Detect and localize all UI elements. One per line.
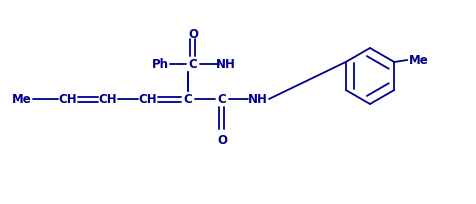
Text: O: O [217,134,227,147]
Text: CH: CH [139,93,157,106]
Text: Ph: Ph [151,58,168,71]
Text: CH: CH [59,93,77,106]
Text: O: O [188,27,198,40]
Text: Me: Me [12,93,32,106]
Text: NH: NH [248,93,268,106]
Text: C: C [183,93,192,106]
Text: Me: Me [408,54,428,67]
Text: NH: NH [216,58,236,71]
Text: C: C [188,58,197,71]
Text: C: C [217,93,226,106]
Text: CH: CH [99,93,117,106]
